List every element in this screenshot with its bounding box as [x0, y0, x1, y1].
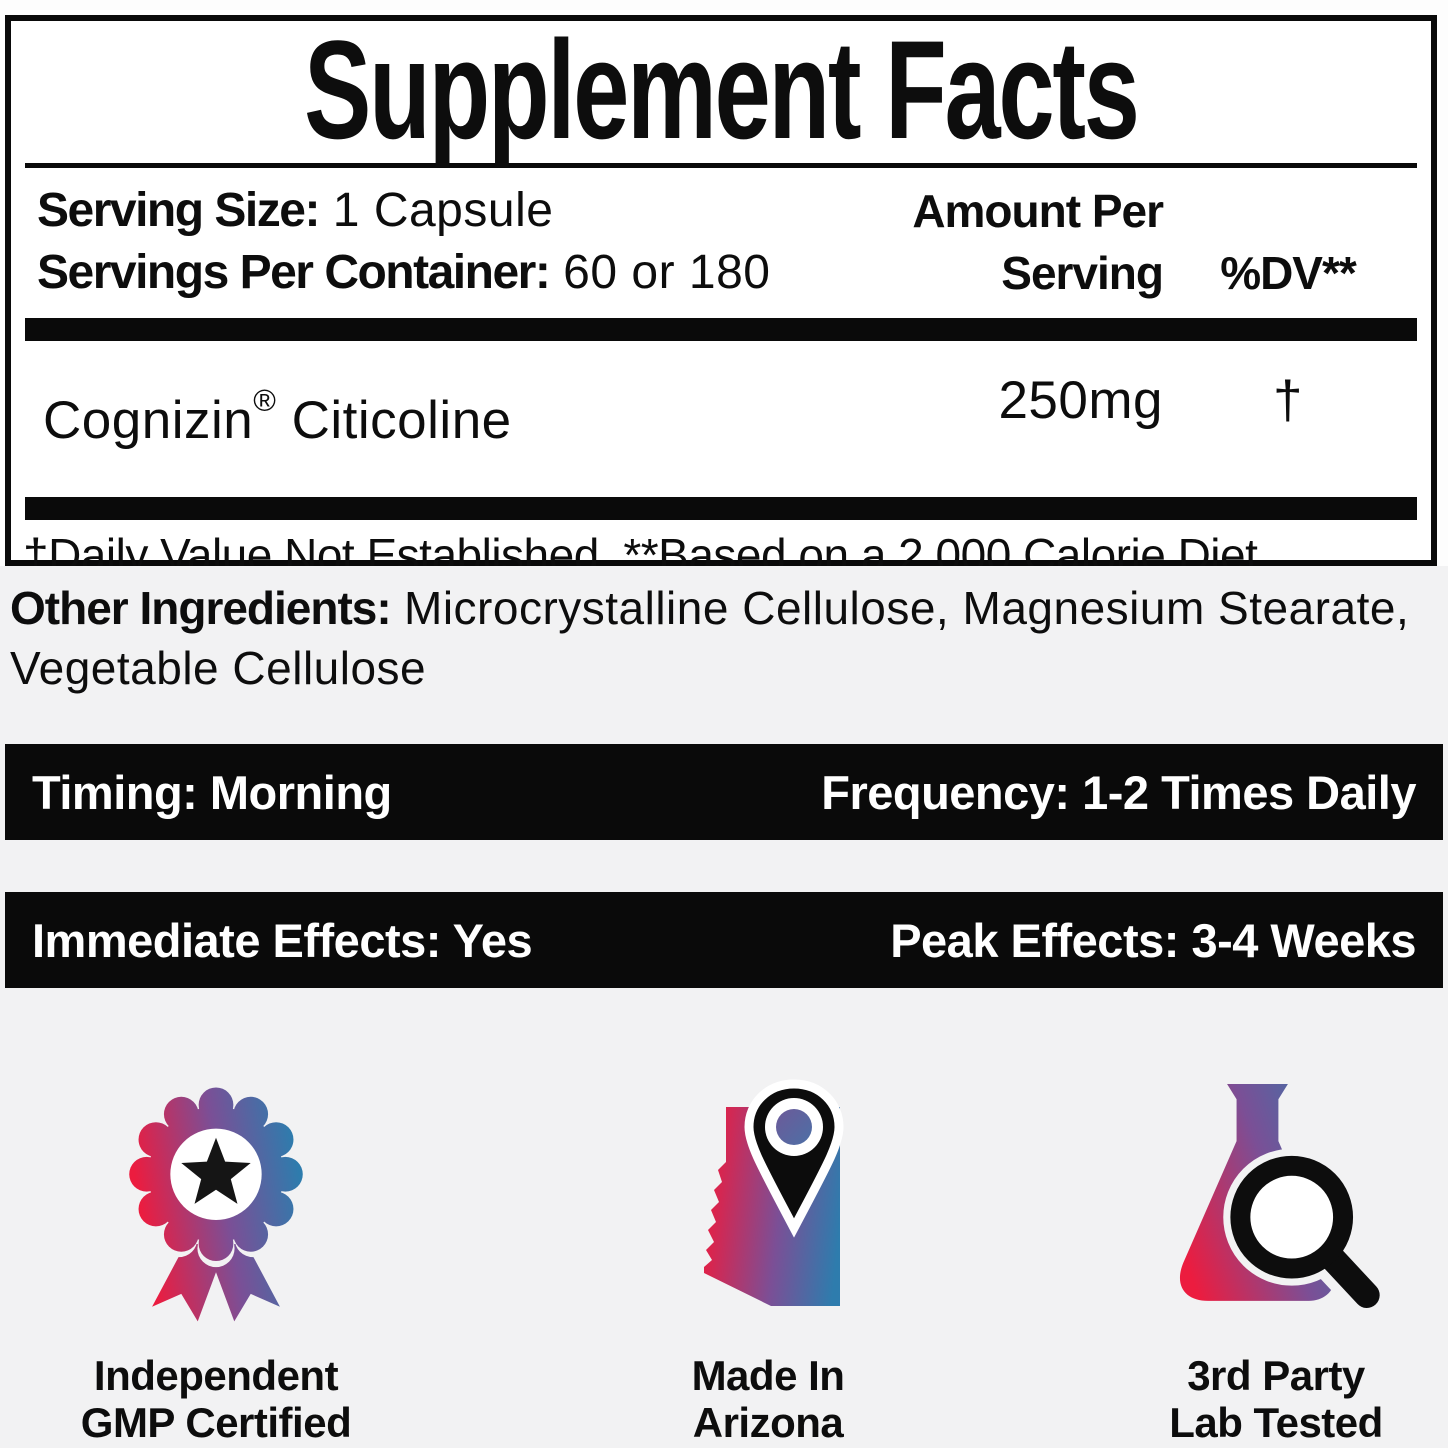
ingredient-row: Cognizin® Citicoline 250mg †: [11, 341, 1431, 453]
spacer: [11, 453, 1431, 497]
award-ribbon-icon: [121, 1062, 311, 1352]
badge-caption: Independent GMP Certified: [80, 1352, 352, 1446]
frequency-text: Frequency: 1-2 Times Daily: [821, 765, 1416, 819]
serving-size-label: Serving Size:: [37, 184, 320, 237]
other-ingredients: Other Ingredients: Microcrystalline Cell…: [10, 578, 1434, 698]
lab-flask-magnifier-icon: [1170, 1062, 1383, 1352]
ingredient-dv: †: [1273, 371, 1303, 430]
badge-row: Independent GMP Certified: [0, 1062, 1448, 1446]
servings-per-container-line: Servings Per Container: 60 or 180: [37, 242, 771, 304]
badge-lab-tested: 3rd Party Lab Tested: [1104, 1062, 1448, 1446]
panel-title: Supplement Facts: [11, 11, 1431, 168]
timing-text: Timing: Morning: [32, 765, 392, 819]
footnote-divider-bar: [25, 496, 1417, 520]
registered-trademark-symbol: ®: [253, 383, 277, 418]
column-headers: Amount Per Serving %DV**: [912, 180, 1413, 304]
serving-size-value: 1 Capsule: [332, 184, 554, 237]
servings-per-container-label: Servings Per Container:: [37, 246, 551, 299]
serving-header-row: Serving Size: 1 Capsule Servings Per Con…: [11, 168, 1431, 312]
serving-size-line: Serving Size: 1 Capsule: [37, 180, 771, 242]
timing-frequency-bar: Timing: Morning Frequency: 1-2 Times Dai…: [5, 744, 1443, 840]
ingredient-amount: 250mg: [998, 371, 1163, 430]
other-ingredients-value: Microcrystalline Cellulose, Magnesium St…: [10, 582, 1410, 694]
badge-caption: Made In Arizona: [691, 1352, 845, 1446]
supplement-facts-panel: Supplement Facts Serving Size: 1 Capsule…: [5, 11, 1437, 581]
serving-info: Serving Size: 1 Capsule Servings Per Con…: [37, 180, 771, 304]
arizona-map-pin-icon: [668, 1062, 868, 1352]
effects-bar: Immediate Effects: Yes Peak Effects: 3-4…: [5, 892, 1443, 988]
dv-header: %DV**: [1220, 247, 1357, 299]
other-ingredients-label: Other Ingredients:: [10, 582, 392, 634]
title-divider: [25, 163, 1417, 168]
badge-made-in-arizona: Made In Arizona: [432, 1062, 1104, 1446]
ingredient-name: Cognizin® Citicoline: [43, 383, 512, 450]
header-divider-bar: [25, 318, 1417, 341]
amount-per-serving-header: Amount Per Serving: [912, 185, 1164, 299]
immediate-effects-text: Immediate Effects: Yes: [32, 913, 533, 967]
badge-caption: 3rd Party Lab Tested: [1169, 1352, 1383, 1446]
peak-effects-text: Peak Effects: 3-4 Weeks: [890, 913, 1416, 967]
badge-gmp-certified: Independent GMP Certified: [0, 1062, 432, 1446]
servings-per-container-value: 60 or 180: [563, 246, 771, 299]
panel-title-text: Supplement Facts: [304, 11, 1140, 168]
